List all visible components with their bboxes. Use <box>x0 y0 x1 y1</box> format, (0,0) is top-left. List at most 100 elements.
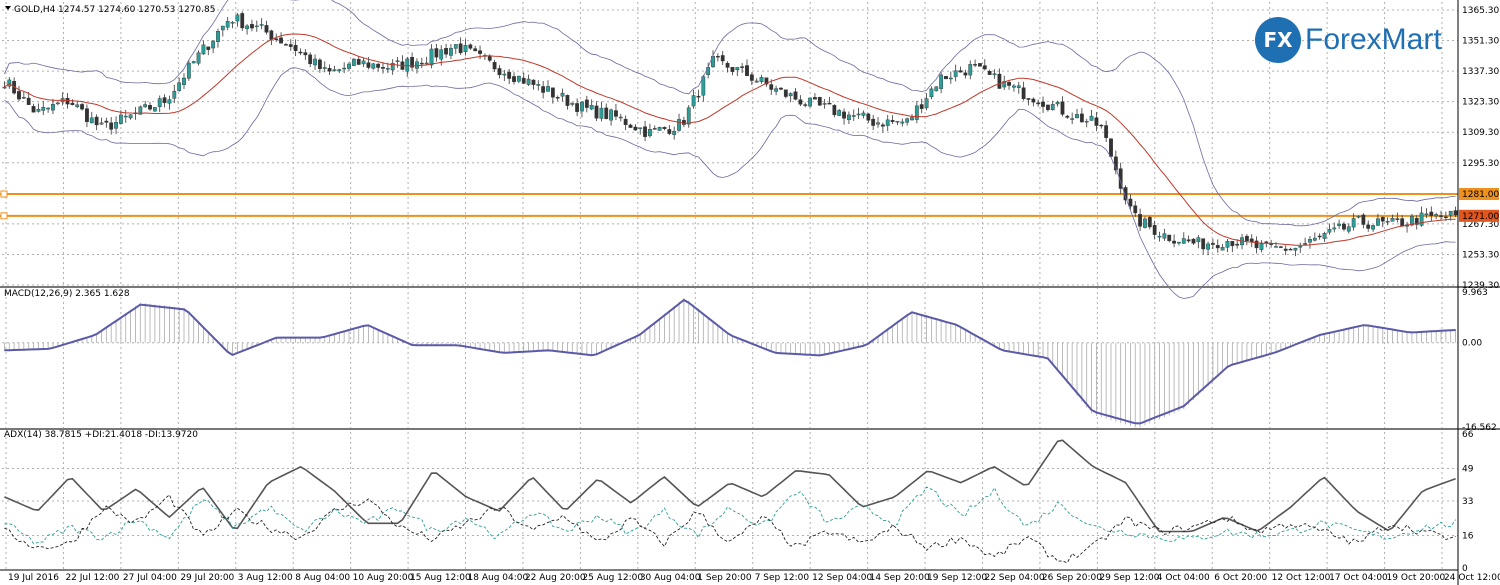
candle-body <box>128 114 133 119</box>
candle-body <box>196 52 201 64</box>
candle-body <box>468 44 473 49</box>
candle-body <box>808 97 812 107</box>
candle-body <box>1380 217 1385 222</box>
candle-body <box>1293 247 1298 251</box>
candle-body <box>982 65 987 70</box>
x-tick-label: 6 Oct 20:00 <box>1214 573 1267 583</box>
candle-body <box>259 24 264 26</box>
candle-body <box>478 50 482 54</box>
y-tick-price: 1351.30 <box>1462 37 1499 47</box>
x-tick-label: 19 Oct 20:00 <box>1387 573 1446 583</box>
candle-body <box>230 21 235 24</box>
candle-body <box>1133 205 1138 214</box>
dropdown-triangle-icon[interactable] <box>5 6 11 10</box>
y-tick-price: 1309.30 <box>1462 128 1499 138</box>
adx-panel[interactable] <box>4 439 1456 564</box>
candle-body <box>1244 235 1249 242</box>
candle-body <box>929 88 934 98</box>
y-tick-price: 1267.30 <box>1462 220 1499 230</box>
candle-body <box>240 13 245 29</box>
candle-body <box>17 91 21 100</box>
candle-body <box>453 44 458 49</box>
y-tick-price: 1271.00 <box>1462 212 1499 222</box>
candle-body <box>89 117 94 124</box>
candle-body <box>706 67 711 75</box>
candle-body <box>342 67 347 70</box>
macd-panel[interactable] <box>4 297 1456 428</box>
candle-body <box>764 77 769 85</box>
candle-body <box>332 69 337 71</box>
candle-body <box>284 44 288 46</box>
candle-body <box>473 48 478 52</box>
candle-body <box>162 97 167 104</box>
candle-body <box>720 55 725 62</box>
candle-body <box>657 127 662 131</box>
y-tick-price: 1323.30 <box>1462 98 1499 108</box>
candle-body <box>298 51 303 54</box>
candle-body <box>837 110 842 116</box>
candle-body <box>1026 98 1031 100</box>
candle-body <box>813 97 817 100</box>
candle-body <box>1424 213 1429 216</box>
candle-body <box>919 104 924 109</box>
candle-body <box>735 67 740 71</box>
candle-body <box>36 109 41 112</box>
candle-body <box>148 105 152 110</box>
candle-body <box>1303 243 1308 245</box>
candle-body <box>958 70 963 73</box>
brand-logo: FX ForexMart <box>1255 10 1442 70</box>
candle-body <box>614 110 618 117</box>
candle-body <box>31 106 36 113</box>
candle-body <box>769 84 774 90</box>
candle-body <box>599 107 604 119</box>
candle-body <box>861 112 866 116</box>
candle-body <box>1157 235 1162 238</box>
x-tick-label: 22 Jul 12:00 <box>65 573 119 583</box>
candle-body <box>502 73 507 76</box>
candle-body <box>584 99 589 108</box>
candle-body <box>589 104 594 110</box>
candle-body <box>1278 246 1283 248</box>
candle-body <box>779 87 783 90</box>
candle-body <box>1385 220 1390 223</box>
x-tick-label: 24 Oct 12:00 <box>1444 573 1500 583</box>
price-panel[interactable] <box>0 0 1458 299</box>
candle-body <box>75 104 80 108</box>
candle-body <box>1162 233 1167 239</box>
candle-body <box>798 99 803 105</box>
candle-body <box>759 77 764 82</box>
candle-body <box>1288 248 1293 251</box>
candle-body <box>618 116 623 119</box>
candle-body <box>381 67 385 69</box>
symbol-label: GOLD,H4 <box>14 5 56 15</box>
macd-signal-line <box>4 298 1456 425</box>
x-tick-label: 22 Sep 04:00 <box>984 573 1044 583</box>
candle-body <box>783 89 788 97</box>
candle-body <box>1259 243 1264 250</box>
candle-body <box>900 121 905 124</box>
y-tick-adx: 33 <box>1462 497 1473 507</box>
candle-body <box>279 37 283 44</box>
candle-body <box>1206 243 1210 250</box>
candle-body <box>842 111 846 119</box>
candle-body <box>1201 238 1206 250</box>
candle-body <box>944 75 948 80</box>
candle-body <box>1055 101 1060 105</box>
horizontal-line-handle[interactable] <box>0 212 8 220</box>
candle-body <box>1254 240 1259 249</box>
candle-body <box>575 103 580 112</box>
candle-body <box>1031 98 1036 103</box>
candle-body <box>1147 217 1152 228</box>
candle-body <box>216 31 220 42</box>
candle-body <box>458 43 463 54</box>
candle-body <box>390 62 395 71</box>
horizontal-line-handle[interactable] <box>0 190 8 198</box>
candle-body <box>70 102 75 106</box>
candle-body <box>1094 117 1099 126</box>
candle-body <box>1191 238 1196 244</box>
candle-body <box>686 107 691 125</box>
candle-body <box>177 82 182 91</box>
y-tick-price: 1337.30 <box>1462 67 1499 77</box>
candle-body <box>85 108 89 123</box>
candle-body <box>1084 120 1089 123</box>
